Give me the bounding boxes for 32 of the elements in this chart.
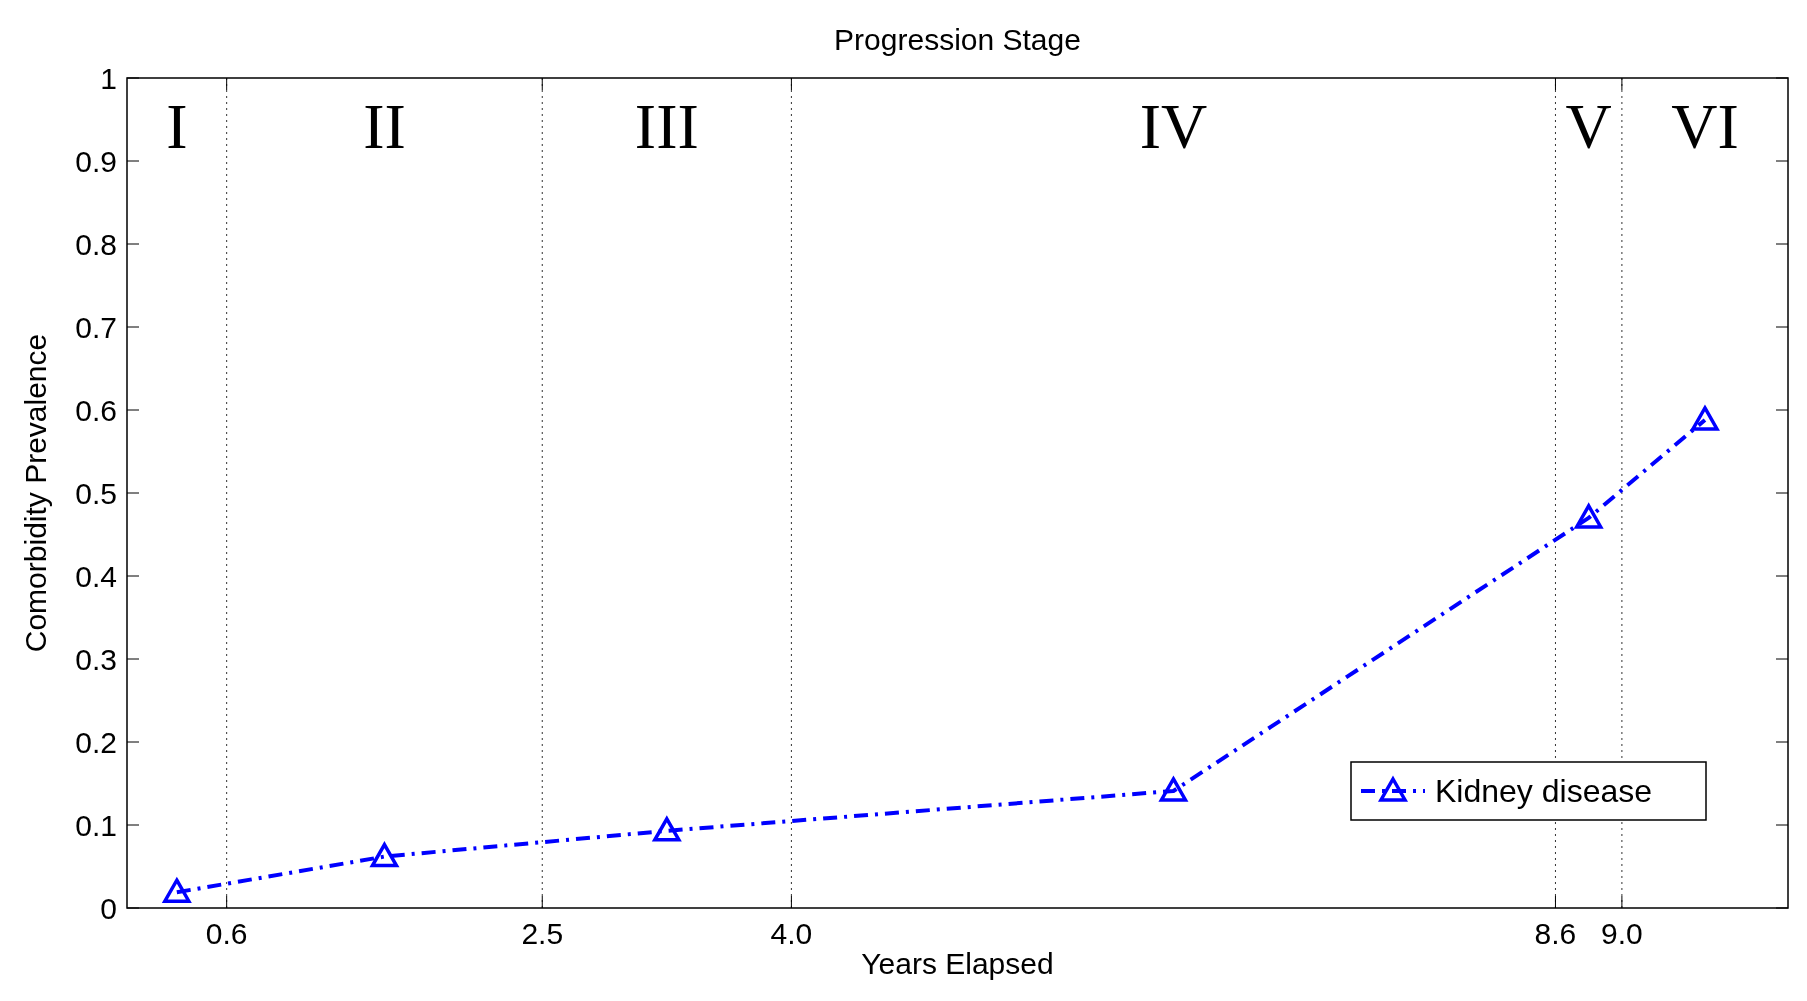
point (1159, 777, 1188, 802)
annotation: I (166, 91, 188, 163)
point (1691, 406, 1719, 431)
y-tick-label: 0.8 (75, 227, 117, 261)
point (163, 878, 191, 903)
y-axis-title: Comorbidity Prevalence (19, 333, 52, 653)
y-tick-label: 0.1 (75, 808, 117, 842)
annotation: II (363, 91, 406, 163)
y-tick-label: 0.9 (75, 144, 117, 178)
annotation: VI (1671, 91, 1739, 163)
x-tick-label: 9.0 (1601, 917, 1643, 950)
x-tick-label: 4.0 (770, 917, 813, 950)
y-tick-label: 0.4 (75, 559, 117, 593)
chart-title: Progression Stage (834, 23, 1081, 56)
x-tick-label: 0.6 (205, 917, 248, 950)
y-tick-label: 0.5 (75, 476, 117, 510)
annotation: III (634, 91, 699, 163)
x-tick-label: 8.6 (1534, 917, 1577, 950)
legend-label: Kidney disease (1435, 773, 1653, 810)
y-tick-label: 0.3 (75, 642, 117, 676)
y-tick-label: 0.2 (75, 725, 117, 759)
point (370, 842, 399, 868)
x-tick-label: 2.5 (521, 917, 564, 950)
annotation: V (1565, 91, 1612, 163)
point (1574, 504, 1603, 529)
y-tick-label: 1 (100, 61, 117, 95)
y-tick-label: 0.7 (75, 310, 117, 344)
point (653, 817, 681, 842)
annotation: IV (1139, 91, 1208, 163)
x-axis-title: Years Elapsed (861, 947, 1054, 980)
y-tick-label: 0.6 (75, 393, 117, 427)
y-tick-label: 0 (100, 891, 117, 925)
